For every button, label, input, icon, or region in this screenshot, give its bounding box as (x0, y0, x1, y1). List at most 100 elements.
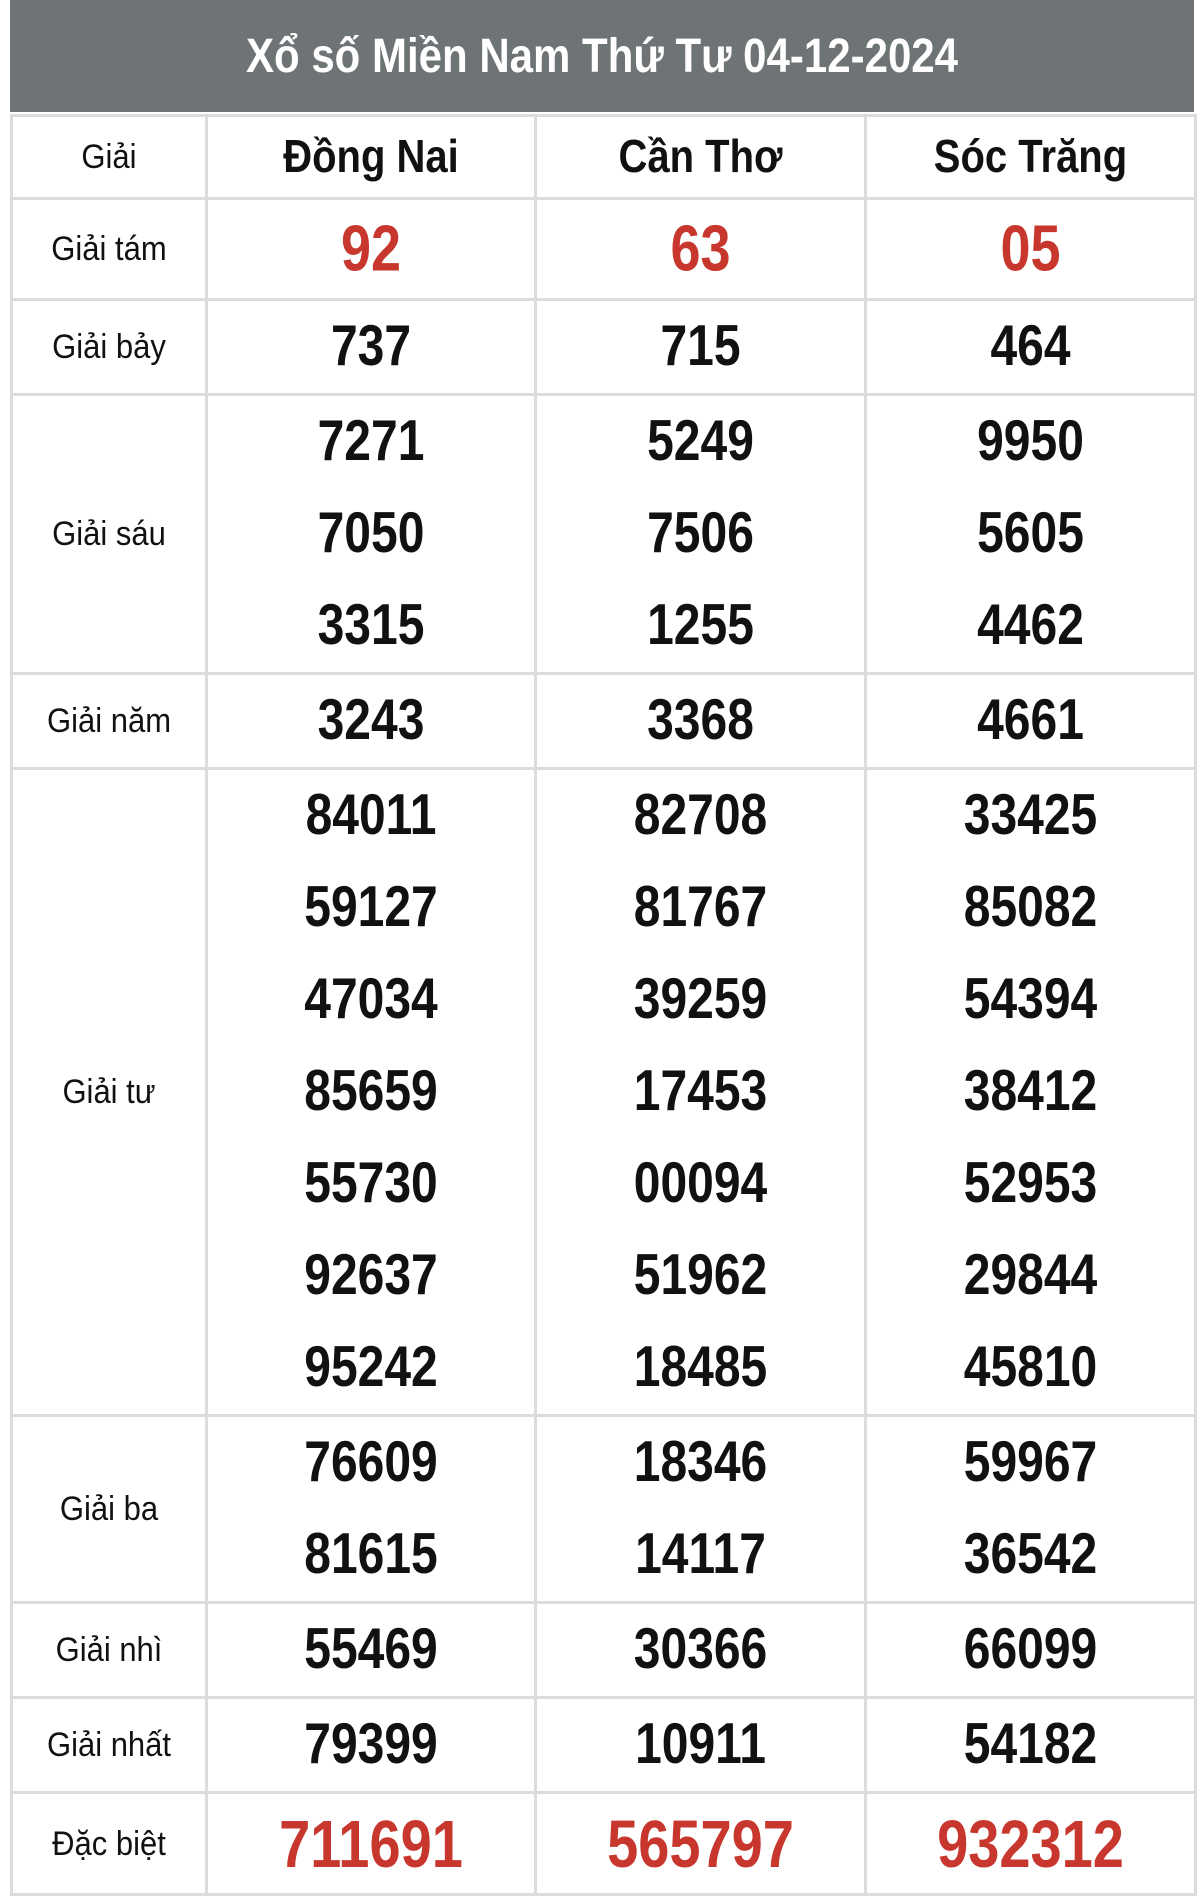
prize-numbers-cell: 3368 (534, 672, 867, 770)
winning-number-text: 3315 (317, 593, 425, 658)
prize-label-cell: Giải ba (10, 1414, 208, 1604)
winning-number: 715 (537, 301, 864, 393)
prize-numbers-cell: 18346 14117 (534, 1414, 867, 1604)
winning-number-text: 38412 (963, 1059, 1098, 1124)
province-header-can-tho: Cần Thơ (534, 114, 867, 200)
winning-number-text: 55469 (304, 1617, 438, 1682)
winning-number-text: 29844 (963, 1243, 1098, 1308)
highlighted-winning-number: 63 (537, 201, 864, 298)
winning-number-text: 85659 (304, 1059, 438, 1124)
prize-numbers-cell: 10911 (534, 1696, 867, 1794)
winning-number-text: 737 (330, 314, 412, 379)
winning-number-text: 30366 (633, 1617, 768, 1682)
winning-number: 39259 (537, 954, 864, 1046)
winning-number-text: 92 (340, 212, 402, 285)
highlighted-winning-number: 565797 (537, 1795, 864, 1893)
winning-number: 85082 (867, 862, 1194, 954)
winning-number: 14117 (537, 1509, 864, 1601)
winning-number-text: 63 (670, 212, 731, 285)
winning-number: 737 (208, 301, 534, 393)
winning-number-text: 4462 (977, 593, 1084, 658)
prize-numbers-cell: 3243 (205, 672, 537, 770)
winning-number-text: 81615 (304, 1522, 438, 1587)
winning-number-text: 45810 (963, 1335, 1098, 1400)
winning-number-text: 76609 (304, 1430, 438, 1495)
winning-number-text: 82708 (633, 783, 768, 848)
winning-number-text: 4661 (977, 688, 1084, 753)
prize-numbers-cell: 4661 (864, 672, 1197, 770)
winning-number-text: 711691 (279, 1805, 463, 1881)
winning-number-text: 715 (660, 314, 741, 379)
prize-row: Giải nhì 55469 30366 66099 (10, 1601, 1197, 1699)
prize-label: Giải tám (51, 228, 167, 269)
winning-number-text: 92637 (304, 1243, 438, 1308)
prize-label-cell: Giải sáu (10, 393, 208, 675)
winning-number: 92637 (208, 1230, 534, 1322)
winning-number-text: 5249 (647, 409, 754, 474)
winning-number-text: 932312 (937, 1805, 1124, 1881)
prize-numbers-cell: 464 (864, 298, 1197, 396)
winning-number-text: 36542 (963, 1522, 1098, 1587)
winning-number: 4661 (867, 675, 1194, 767)
winning-number: 18346 (537, 1417, 864, 1509)
prize-label-cell: Giải bảy (10, 298, 208, 396)
winning-number: 36542 (867, 1509, 1194, 1601)
prize-label: Giải nhì (55, 1629, 163, 1670)
highlighted-winning-number: 92 (208, 201, 534, 298)
winning-number: 3243 (208, 675, 534, 767)
prize-row: Giải tám 92 63 05 (10, 197, 1197, 301)
winning-number: 85659 (208, 1046, 534, 1138)
winning-number: 81767 (537, 862, 864, 954)
prize-label: Giải sáu (52, 513, 166, 554)
prize-row: Giải tư 84011 59127 47034 85659 55730 92637 952… (10, 767, 1197, 1417)
prize-numbers-cell: 54182 (864, 1696, 1197, 1794)
prize-numbers-cell: 63 (534, 197, 867, 301)
winning-number: 45810 (867, 1322, 1194, 1414)
winning-number-text: 51962 (633, 1243, 768, 1308)
prize-numbers-cell: 59967 36542 (864, 1414, 1197, 1604)
winning-number: 55730 (208, 1138, 534, 1230)
winning-number-text: 79399 (304, 1712, 438, 1777)
winning-number-text: 14117 (635, 1522, 766, 1587)
prize-label: Đặc biệt (52, 1823, 166, 1863)
winning-number-text: 565797 (607, 1805, 794, 1881)
winning-number-text: 85082 (963, 875, 1098, 940)
prize-label: Giải năm (46, 700, 172, 741)
prize-numbers-cell: 76609 81615 (205, 1414, 537, 1604)
winning-number-text: 55730 (304, 1151, 438, 1216)
winning-number-text: 66099 (963, 1617, 1098, 1682)
winning-number-text: 7506 (647, 501, 754, 566)
prize-numbers-cell: 66099 (864, 1601, 1197, 1699)
winning-number: 82708 (537, 770, 864, 862)
prize-numbers-cell: 30366 (534, 1601, 867, 1699)
prize-row: Đặc biệt 711691 565797 932312 (10, 1791, 1197, 1896)
winning-number-text: 5605 (977, 501, 1084, 566)
prize-numbers-cell: 33425 85082 54394 38412 52953 29844 45810 (864, 767, 1197, 1417)
winning-number-text: 7271 (317, 409, 425, 474)
winning-number: 51962 (537, 1230, 864, 1322)
winning-number-text: 84011 (305, 783, 437, 848)
prize-numbers-cell: 9950 5605 4462 (864, 393, 1197, 675)
prize-numbers-cell: 82708 81767 39259 17453 00094 51962 18485 (534, 767, 867, 1417)
prize-numbers-cell: 932312 (864, 1791, 1197, 1896)
highlighted-winning-number: 932312 (867, 1795, 1194, 1893)
prize-label-cell: Giải nhì (10, 1601, 208, 1699)
winning-number: 18485 (537, 1322, 864, 1414)
winning-number-text: 3368 (647, 688, 754, 753)
prize-numbers-cell: 565797 (534, 1791, 867, 1896)
winning-number: 3315 (208, 580, 534, 672)
winning-number-text: 39259 (633, 967, 768, 1032)
prize-label: Giải tư (62, 1071, 156, 1112)
winning-number-text: 59127 (304, 875, 438, 940)
winning-number: 52953 (867, 1138, 1194, 1230)
prize-numbers-cell: 737 (205, 298, 537, 396)
winning-number: 47034 (208, 954, 534, 1046)
winning-number-text: 81767 (633, 875, 768, 940)
winning-number: 29844 (867, 1230, 1194, 1322)
province-header-dong-nai: Đồng Nai (205, 114, 537, 200)
winning-number: 7050 (208, 488, 534, 580)
prize-label: Giải nhất (46, 1724, 172, 1765)
winning-number: 5605 (867, 488, 1194, 580)
prize-row: Giải sáu 7271 7050 3315 5249 7506 1255 9950 5605… (10, 393, 1197, 675)
prize-label-cell: Đặc biệt (10, 1791, 208, 1896)
